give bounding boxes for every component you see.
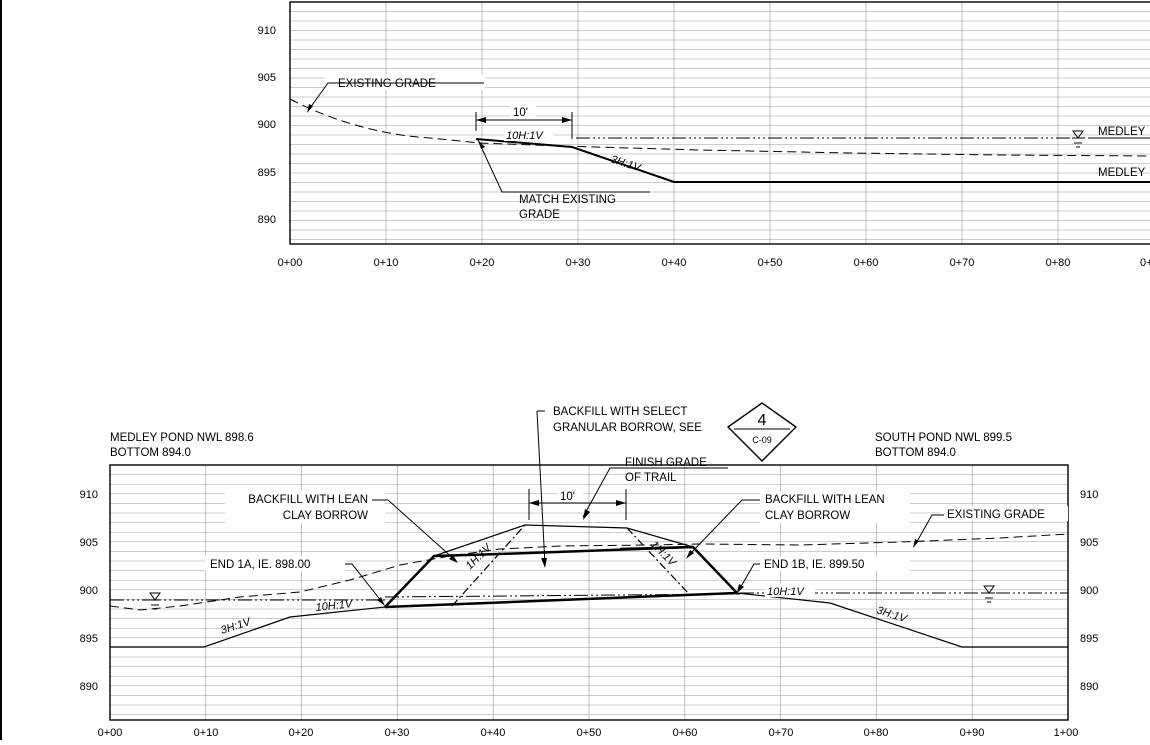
top-sta-50: 0+50 (758, 257, 783, 269)
top-station-labels: 0+00 0+10 0+20 0+30 0+40 0+50 0+60 0+70 … (278, 257, 1150, 269)
bot-elev-895-right: 895 (1080, 633, 1098, 645)
bot-sta-90: 0+90 (960, 727, 985, 739)
slope-1h-right: 1H:1V (648, 539, 679, 570)
slope-3h-right: 3H:1V (875, 604, 909, 625)
backfill-select-line1: BACKFILL WITH SELECT (553, 406, 687, 418)
top-elev-890: 890 (258, 214, 276, 226)
medley-pond-nwl: MEDLEY POND NWL 898.6 (110, 432, 254, 444)
bot-sta-20: 0+20 (289, 727, 314, 739)
top-elev-895: 895 (258, 167, 276, 179)
bottom-existing-grade-leader (915, 515, 944, 545)
bot-elev-890-right: 890 (1080, 681, 1098, 693)
backfill-lean-right-leader (688, 500, 760, 556)
bot-elev-895-left: 895 (80, 633, 98, 645)
end-1a-leader (345, 564, 382, 602)
backfill-lean-right-line2: CLAY BORROW (765, 510, 850, 522)
end-1a-arrow (377, 597, 385, 606)
top-sta-0: 0+00 (278, 257, 303, 269)
bot-sta-70: 0+70 (769, 727, 794, 739)
top-sta-30: 0+30 (566, 257, 591, 269)
top-proposed-grade-line (476, 139, 1150, 182)
top-match-label-1: MATCH EXISTING (519, 194, 616, 206)
top-sta-40: 0+40 (662, 257, 687, 269)
bot-sta-30: 0+30 (385, 727, 410, 739)
embankment-left-slope (385, 554, 500, 607)
backfill-lean-left-line2: CLAY BORROW (283, 510, 368, 522)
south-pond-bottom: BOTTOM 894.0 (875, 447, 956, 459)
top-sta-60: 0+60 (854, 257, 879, 269)
top-sta-90-partial: 0+ (1140, 257, 1150, 269)
slope-1h-left: 1H:1V (464, 541, 495, 572)
top-frame (290, 2, 1150, 244)
top-dimension-label: 10' (513, 107, 528, 119)
top-section: 910 905 900 895 890 0+00 0+10 0+20 0+30 … (258, 2, 1150, 269)
culvert-invert-line (385, 593, 737, 607)
backfill-select-line2: GRANULAR BORROW, SEE (553, 422, 702, 434)
bot-elev-900-right: 900 (1080, 585, 1098, 597)
bot-elev-905-right: 905 (1080, 537, 1098, 549)
top-medley-nwl-label: MEDLEY (1098, 126, 1146, 138)
end-1b-label: END 1B, IE. 899.50 (764, 559, 864, 571)
bot-sta-80: 0+80 (864, 727, 889, 739)
top-elev-905: 905 (258, 72, 276, 84)
top-grid (290, 2, 1150, 244)
bottom-existing-grade-label: EXISTING GRADE (947, 509, 1045, 521)
bottom-section: MEDLEY POND NWL 898.6 BOTTOM 894.0 SOUTH… (80, 403, 1099, 739)
backfill-lean-left-line1: BACKFILL WITH LEAN (248, 494, 368, 506)
top-sta-80: 0+80 (1046, 257, 1071, 269)
top-sta-70: 0+70 (950, 257, 975, 269)
top-medley-bottom-label: MEDLEY (1098, 167, 1146, 179)
top-elev-900: 900 (258, 119, 276, 131)
finish-grade-line1: FINISH GRADE (625, 457, 707, 469)
top-slope-10h: 10H:1V (506, 130, 544, 142)
bot-sta-10: 0+10 (194, 727, 219, 739)
end-1a-label: END 1A, IE. 898.00 (210, 559, 310, 571)
bottom-dimension-label: 10' (560, 491, 575, 503)
top-slope-3h: 3H:1V (609, 153, 643, 174)
bot-sta-40: 0+40 (481, 727, 506, 739)
bottom-elevation-labels-left: 910 905 900 895 890 (80, 489, 98, 693)
bottom-elevation-labels-right: 910 905 900 895 890 (1080, 489, 1098, 693)
top-match-label-2: GRADE (519, 209, 560, 221)
bottom-station-labels: 0+00 0+10 0+20 0+30 0+40 0+50 0+60 0+70 … (98, 727, 1079, 739)
slope-10h-right: 10H:1V (767, 586, 805, 598)
end-1b-arrow (737, 584, 744, 593)
top-existing-grade-line (290, 99, 1150, 156)
detail-sheet: C-09 (752, 435, 772, 445)
top-elevation-labels: 910 905 900 895 890 (258, 25, 276, 226)
backfill-select-callout (537, 411, 547, 568)
embankment-right-slope (620, 547, 737, 593)
south-pond-nwl: SOUTH POND NWL 899.5 (875, 432, 1012, 444)
top-existing-grade-label: EXISTING GRADE (338, 78, 436, 90)
bot-sta-0: 0+00 (98, 727, 123, 739)
bot-elev-905-left: 905 (80, 537, 98, 549)
medley-water-symbol (149, 593, 161, 609)
medley-pond-bottom: BOTTOM 894.0 (110, 447, 191, 459)
bot-sta-60: 0+60 (673, 727, 698, 739)
top-sta-20: 0+20 (470, 257, 495, 269)
detail-number: 4 (758, 412, 767, 429)
bot-elev-910-right: 910 (1080, 489, 1098, 501)
finish-grade-line2: OF TRAIL (625, 472, 677, 484)
top-elev-910: 910 (258, 25, 276, 37)
backfill-limit-right (627, 528, 690, 595)
bot-sta-100: 1+00 (1054, 727, 1079, 739)
bot-elev-890-left: 890 (80, 681, 98, 693)
bot-elev-900-left: 900 (80, 585, 98, 597)
backfill-lean-right-line1: BACKFILL WITH LEAN (765, 494, 885, 506)
bot-elev-910-left: 910 (80, 489, 98, 501)
bot-sta-50: 0+50 (577, 727, 602, 739)
top-sta-10: 0+10 (374, 257, 399, 269)
